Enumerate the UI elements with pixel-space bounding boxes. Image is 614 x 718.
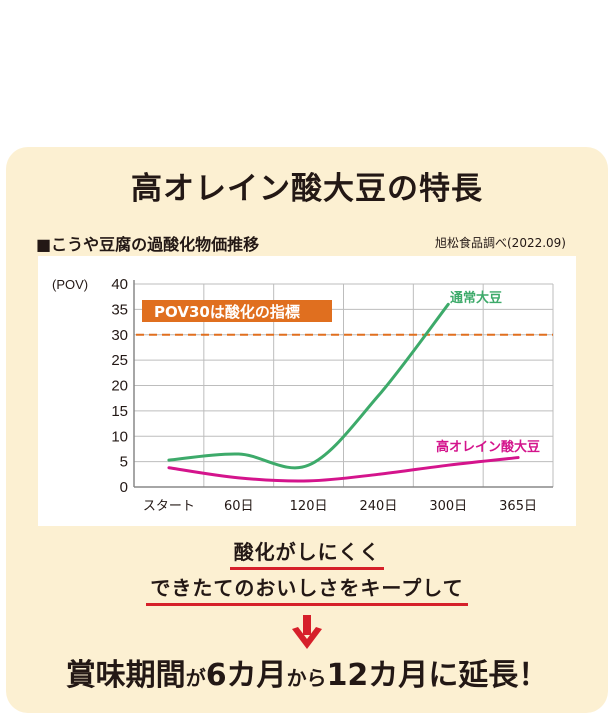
- svg-text:300日: 300日: [429, 499, 467, 514]
- svg-text:60日: 60日: [224, 499, 254, 514]
- series-high-oleic-soy-label: 高オレイン酸大豆: [436, 439, 540, 455]
- message-line-1-text: 酸化がしにくく: [229, 536, 385, 570]
- result-part-1: が: [185, 666, 206, 690]
- svg-text:240日: 240日: [360, 499, 398, 514]
- svg-text:365日: 365日: [499, 499, 537, 514]
- pov-line-chart: 40 35 30 25 20 15 10 5 0 スタート 60日 120日 240日 300日 365日…: [52, 276, 554, 514]
- svg-text:5: 5: [120, 454, 128, 471]
- message-line-2: できたてのおいしさをキープして: [0, 572, 614, 606]
- svg-text:35: 35: [111, 301, 128, 318]
- y-axis-unit: (POV): [52, 277, 88, 292]
- result-statement: 賞味期間が6カ月から12カ月に延長！: [0, 650, 614, 694]
- chart-source: 旭松食品調べ(2022.09): [435, 236, 566, 250]
- result-part-5: に延長！: [428, 658, 549, 693]
- x-tick-labels: スタート 60日 120日 240日 300日 365日: [143, 499, 537, 514]
- svg-text:40: 40: [111, 276, 128, 293]
- svg-text:0: 0: [120, 479, 128, 496]
- threshold-label: POV30は酸化の指標: [154, 303, 300, 321]
- result-part-4: 12カ月: [326, 658, 429, 693]
- down-arrow-icon: [292, 615, 322, 649]
- series-normal-soy-label: 通常大豆: [450, 290, 502, 306]
- result-part-0: 賞味期間: [65, 658, 186, 693]
- series-high-oleic-soy-line: [167, 456, 520, 483]
- svg-text:30: 30: [111, 327, 128, 344]
- message-line-1: 酸化がしにくく: [0, 536, 614, 570]
- svg-text:15: 15: [111, 403, 128, 420]
- svg-text:20: 20: [111, 378, 128, 395]
- result-part-3: から: [286, 666, 327, 690]
- y-tick-labels: 40 35 30 25 20 15 10 5 0: [111, 276, 128, 496]
- result-part-2: 6カ月: [205, 658, 287, 693]
- threshold-label-bg: [142, 300, 332, 322]
- message-line-2-text: できたてのおいしさをキープして: [146, 572, 468, 606]
- series-normal-soy-line: [167, 302, 450, 470]
- svg-text:120日: 120日: [290, 499, 328, 514]
- chart-subtitle: ■こうや豆腐の過酸化物価推移: [36, 235, 260, 254]
- page-title: 高オレイン酸大豆の特長: [131, 171, 483, 207]
- svg-text:25: 25: [111, 352, 128, 369]
- svg-text:スタート: スタート: [143, 499, 195, 514]
- svg-text:10: 10: [111, 428, 128, 445]
